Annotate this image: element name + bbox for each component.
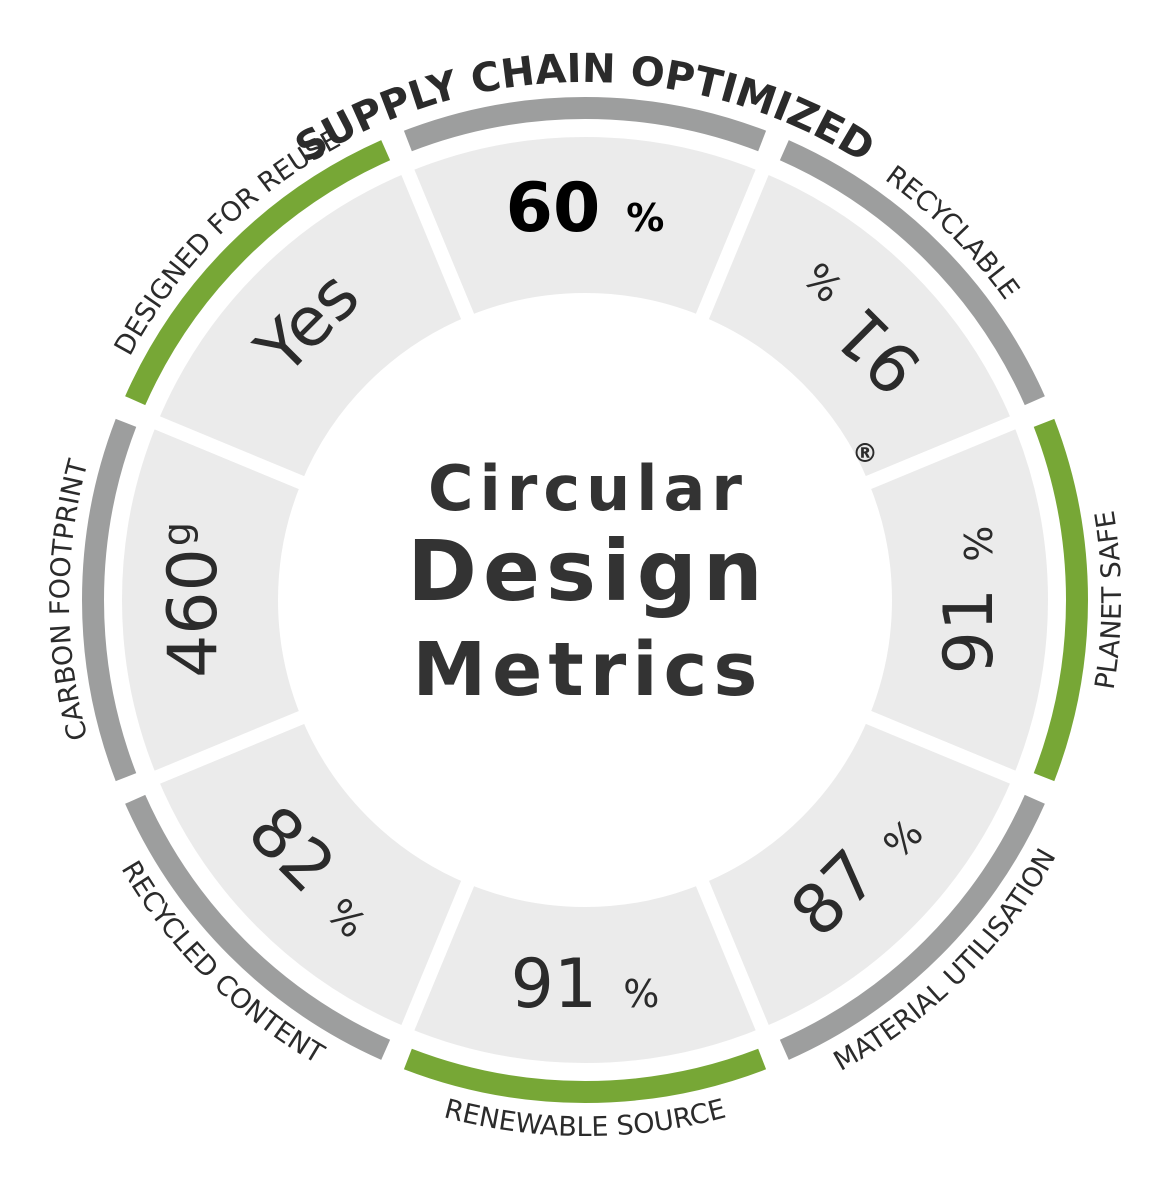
value-unit: g xyxy=(155,522,199,546)
ring-arc xyxy=(403,97,767,152)
segment-value: 91% xyxy=(511,945,660,1024)
value-number: 60 xyxy=(506,169,601,248)
ring-arc xyxy=(82,418,137,782)
ring-arc xyxy=(125,794,391,1060)
segment-label: PLANET SAFE xyxy=(1090,509,1128,692)
ring-arc xyxy=(403,1048,767,1103)
ring-arc xyxy=(1033,418,1088,782)
value-number: 91 xyxy=(930,588,1009,675)
value-unit: % xyxy=(626,196,664,240)
value-number: 460 xyxy=(154,548,233,678)
ring-arc xyxy=(125,140,391,406)
value-unit: % xyxy=(623,972,659,1016)
ring-arc xyxy=(779,140,1045,406)
center-title-line: Circular xyxy=(428,452,748,525)
segment-value: 91% xyxy=(930,526,1009,675)
center-title-line: Design xyxy=(407,522,768,620)
ring-arc xyxy=(779,794,1045,1060)
center-disc xyxy=(285,300,885,900)
value-unit: % xyxy=(957,526,1001,562)
segment-value: 60% xyxy=(506,169,665,248)
center-title-line: Metrics xyxy=(413,627,764,713)
value-number: 91 xyxy=(511,945,598,1024)
registered-mark: ® xyxy=(852,439,878,469)
segment-label-text: PLANET SAFE xyxy=(1090,509,1128,692)
segment-value: 460g xyxy=(154,522,233,678)
